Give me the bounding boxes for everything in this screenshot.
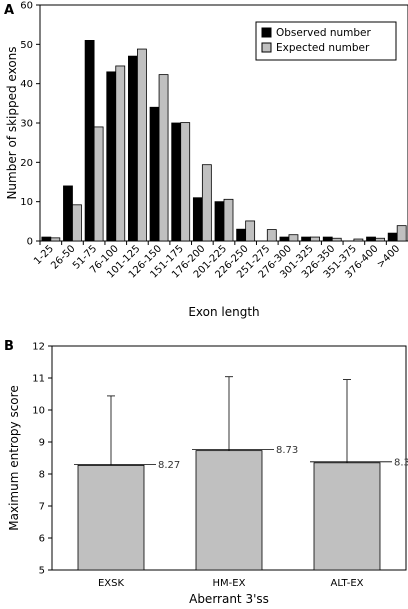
legend-swatch-expected — [261, 42, 272, 53]
bar-expected — [180, 122, 191, 242]
bar-alt-ex — [313, 462, 381, 571]
y-tick-label: 10 — [20, 197, 33, 208]
bar-expected — [331, 237, 342, 242]
bar-observed — [171, 122, 182, 242]
bar-expected — [201, 164, 212, 242]
bar-observed — [301, 236, 311, 242]
legend-box — [255, 21, 397, 61]
bar-observed — [63, 185, 73, 242]
y-tick-label: 30 — [20, 119, 33, 130]
bar-observed — [41, 236, 52, 242]
panel-a-y-axis-label: Number of skipped exons — [5, 46, 19, 199]
y-tick-label: 11 — [32, 374, 45, 385]
value-label: 8.35 — [394, 457, 408, 468]
bar-expected — [375, 237, 385, 242]
y-tick-label: 6 — [39, 534, 45, 545]
bar-observed — [192, 197, 203, 242]
bar-expected — [158, 74, 169, 242]
bar-observed — [279, 236, 290, 242]
panel-a-label: A — [4, 3, 14, 18]
bar-expected — [310, 236, 320, 242]
y-tick-label: 0 — [27, 237, 33, 248]
panel-a-legend: Observed number Expected number — [255, 21, 397, 61]
bar-hm-ex — [195, 450, 263, 571]
value-label: 8.27 — [158, 460, 180, 471]
x-tick-label: HM-EX — [213, 578, 246, 589]
y-tick-label: 10 — [32, 406, 45, 417]
x-tick-label: >400 — [375, 243, 402, 270]
bar-observed — [106, 71, 117, 242]
y-tick-label: 5 — [39, 566, 45, 577]
bar-observed — [214, 201, 225, 242]
panel-b-x-axis-label: Aberrant 3'ss — [189, 592, 269, 606]
x-tick-label: ALT-EX — [330, 578, 363, 589]
y-tick-label: 60 — [20, 1, 33, 12]
bar-exsk — [77, 464, 145, 571]
bar-expected — [72, 204, 82, 242]
bar-observed — [149, 106, 160, 242]
panel-b-label: B — [4, 339, 14, 354]
legend-swatch-observed — [261, 27, 272, 38]
bar-observed — [84, 40, 95, 242]
bar-expected — [93, 126, 104, 242]
legend-label-observed: Observed number — [276, 27, 372, 39]
panel-b-y-axis-label: Maximum entropy score — [7, 385, 21, 530]
bar-observed — [322, 236, 333, 242]
panel-a-x-axis-label: Exon length — [188, 305, 259, 319]
y-tick-label: 50 — [20, 40, 33, 51]
bar-observed — [387, 232, 398, 242]
y-tick-label: 40 — [20, 79, 33, 90]
bar-observed — [366, 236, 376, 242]
value-label: 8.73 — [276, 445, 298, 456]
bar-observed — [236, 228, 247, 242]
x-tick-label: EXSK — [98, 578, 125, 589]
bar-expected — [245, 220, 256, 242]
bar-observed — [128, 55, 138, 242]
bar-expected — [353, 238, 364, 242]
panel-b: B 5 6 7 8 9 10 11 12 8.27 8.73 8.35 EXSK HM-EX ALT-… — [4, 339, 408, 606]
legend-label-expected: Expected number — [276, 42, 370, 54]
bar-expected — [50, 237, 61, 242]
y-tick-label: 20 — [20, 158, 33, 169]
bar-expected — [396, 225, 407, 242]
y-tick-label: 8 — [39, 470, 45, 481]
bar-expected — [137, 48, 147, 242]
bar-expected — [223, 198, 234, 242]
bar-expected — [115, 65, 126, 242]
bar-expected — [288, 234, 299, 242]
y-tick-label: 7 — [39, 502, 45, 513]
y-tick-label: 12 — [32, 342, 45, 353]
bar-expected — [266, 229, 277, 242]
y-tick-label: 9 — [39, 438, 45, 449]
